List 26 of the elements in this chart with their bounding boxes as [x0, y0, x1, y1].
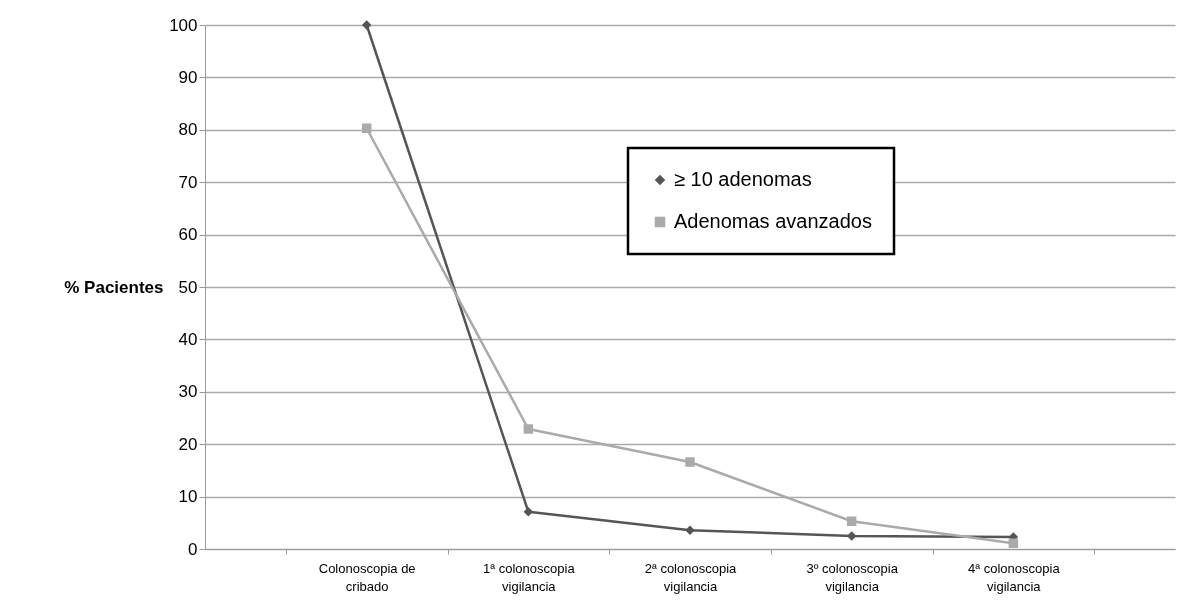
y-tick-label: 100 — [169, 15, 198, 35]
legend-label: Adenomas avanzados — [674, 210, 872, 232]
x-tick-label: 4ª colonoscopia vigilancia — [968, 560, 1061, 594]
y-tick-label: 10 — [178, 487, 198, 507]
y-tick-label: 50 — [178, 277, 198, 297]
y-tick-label: 70 — [178, 172, 198, 192]
x-tick-label: 3º colonoscopia vigilancia — [806, 560, 899, 594]
x-tick-label: 1ª colonoscopia vigilancia — [483, 560, 576, 594]
y-tick-label: 90 — [178, 67, 198, 87]
y-tick-label: 60 — [178, 225, 198, 245]
x-tick-label: Colonoscopia de cribado — [318, 560, 416, 594]
x-tick-label: 2ª colonoscopia vigilancia — [644, 560, 738, 594]
point — [523, 424, 534, 434]
y-tick-label: 30 — [178, 382, 198, 402]
point — [523, 507, 534, 517]
y-tick-label: 80 — [178, 120, 198, 140]
legend-label: ≥ 10 adenomas — [674, 168, 812, 190]
point — [1008, 538, 1019, 548]
y-tick-label: 20 — [178, 434, 198, 454]
point — [685, 457, 695, 467]
point — [361, 123, 372, 133]
y-tick-label: 40 — [178, 329, 198, 349]
point — [361, 20, 372, 30]
y-tick-label: 0 — [188, 539, 198, 559]
y-axis-title: % Pacientes — [64, 277, 164, 297]
point — [846, 516, 857, 526]
